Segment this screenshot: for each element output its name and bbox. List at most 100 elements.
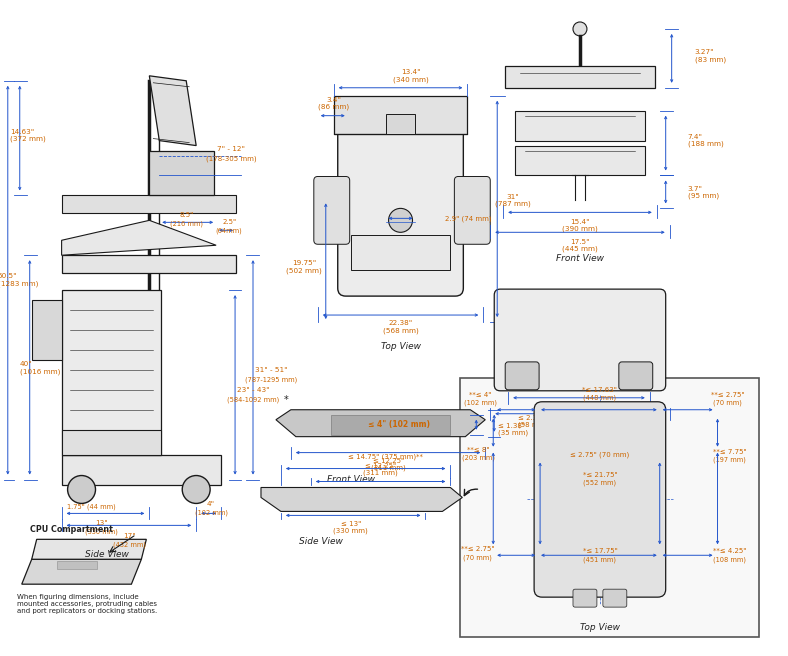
Text: 23" - 43": 23" - 43" [236, 387, 269, 393]
Text: Top View: Top View [381, 342, 421, 352]
Bar [57, 562, 96, 569]
Text: 31" - 51": 31" - 51" [255, 367, 288, 373]
Bar [61, 195, 236, 213]
Polygon shape [22, 560, 141, 584]
Bar [515, 146, 645, 176]
Text: ≤ 2.75" (70 mm): ≤ 2.75" (70 mm) [571, 451, 630, 458]
FancyBboxPatch shape [338, 126, 463, 296]
Text: (70 mm): (70 mm) [713, 400, 742, 406]
FancyBboxPatch shape [619, 362, 652, 390]
Text: (70 mm): (70 mm) [463, 554, 492, 560]
Text: When figuring dimensions, include
mounted accessories, protruding cables
and por: When figuring dimensions, include mounte… [17, 594, 157, 614]
Text: (451 mm): (451 mm) [583, 556, 616, 562]
Text: (432 mm): (432 mm) [113, 541, 146, 548]
Text: (102 mm): (102 mm) [195, 509, 228, 516]
Text: (178-305 mm): (178-305 mm) [206, 155, 256, 162]
Text: Side View: Side View [84, 550, 128, 559]
Text: 3.4"
(86 mm): 3.4" (86 mm) [318, 97, 349, 110]
Text: (330 mm): (330 mm) [85, 528, 118, 535]
Text: 31"
(787 mm): 31" (787 mm) [496, 194, 531, 207]
Text: *≤ 17.75": *≤ 17.75" [582, 548, 617, 554]
Polygon shape [150, 76, 196, 146]
Polygon shape [32, 539, 147, 560]
Text: (64mm): (64mm) [216, 227, 243, 234]
Text: (108 mm): (108 mm) [713, 556, 746, 562]
Text: (787-1295 mm): (787-1295 mm) [245, 377, 297, 383]
Text: 40"
(1016 mm): 40" (1016 mm) [20, 361, 60, 375]
Text: Front View: Front View [556, 254, 604, 262]
Text: **≤ 7.75": **≤ 7.75" [712, 449, 746, 455]
FancyBboxPatch shape [534, 401, 666, 597]
Text: 17.5"
(445 mm): 17.5" (445 mm) [562, 239, 598, 252]
Bar [61, 430, 162, 455]
Text: 7" - 12": 7" - 12" [217, 146, 245, 152]
Polygon shape [261, 487, 463, 512]
Bar [351, 236, 451, 270]
Text: 22.38"
(568 mm): 22.38" (568 mm) [383, 320, 418, 334]
Bar [150, 151, 214, 195]
Text: 50.5"
(1283 mm): 50.5" (1283 mm) [0, 274, 38, 287]
FancyBboxPatch shape [494, 289, 666, 391]
Text: **≤ 2.75": **≤ 2.75" [711, 392, 744, 398]
Circle shape [573, 22, 587, 36]
Text: 17": 17" [123, 533, 136, 539]
Text: ≤ 1.38"
(35 mm): ≤ 1.38" (35 mm) [498, 423, 528, 436]
Text: ≤ 12.25"
(311 mm): ≤ 12.25" (311 mm) [371, 458, 406, 471]
Bar [334, 96, 467, 134]
Text: 1.75" (44 mm): 1.75" (44 mm) [67, 503, 116, 510]
Text: 15.4"
(390 mm): 15.4" (390 mm) [562, 218, 598, 232]
Text: **≤ 4": **≤ 4" [469, 392, 492, 398]
Text: ≤ 12.25"
(311 mm): ≤ 12.25" (311 mm) [363, 462, 398, 476]
Text: Front View: Front View [327, 475, 375, 484]
Text: ≤ 13"
(330 mm): ≤ 13" (330 mm) [333, 521, 368, 534]
Bar [61, 455, 221, 485]
Text: *≤ 21.75": *≤ 21.75" [582, 472, 617, 478]
Text: 14.63"
(372 mm): 14.63" (372 mm) [9, 129, 46, 142]
Text: 7.4"
(188 mm): 7.4" (188 mm) [688, 134, 723, 148]
Text: (216 mm): (216 mm) [169, 220, 203, 226]
Text: 8.5": 8.5" [179, 213, 193, 218]
Text: 3.27"
(83 mm): 3.27" (83 mm) [694, 49, 726, 62]
Bar [61, 255, 236, 273]
Text: **≤ 8": **≤ 8" [467, 447, 489, 453]
Text: 15.5"
(394 mm): 15.5" (394 mm) [582, 403, 618, 417]
Bar [385, 113, 415, 134]
Text: (584-1092 mm): (584-1092 mm) [227, 396, 279, 403]
Text: **≤ 2.75": **≤ 2.75" [460, 546, 494, 552]
Circle shape [182, 476, 210, 503]
Text: *: * [284, 395, 288, 405]
Circle shape [68, 476, 95, 503]
Text: 13.4"
(340 mm): 13.4" (340 mm) [392, 69, 429, 83]
Text: (102 mm): (102 mm) [464, 400, 496, 406]
Text: 2.9" (74 mm): 2.9" (74 mm) [445, 215, 492, 222]
Text: (197 mm): (197 mm) [713, 457, 746, 463]
Text: **≤ 4.25": **≤ 4.25" [713, 548, 746, 554]
Polygon shape [276, 410, 485, 437]
Text: (552 mm): (552 mm) [583, 480, 616, 485]
Text: Side View: Side View [299, 537, 343, 546]
FancyBboxPatch shape [505, 362, 539, 390]
Text: ≤ 4" (102 mm): ≤ 4" (102 mm) [367, 420, 429, 429]
FancyBboxPatch shape [455, 176, 490, 244]
Bar [515, 111, 645, 140]
Text: ≤ 14.75" (375 mm)**: ≤ 14.75" (375 mm)** [348, 453, 423, 460]
FancyBboxPatch shape [573, 589, 597, 607]
Bar [331, 415, 451, 435]
FancyBboxPatch shape [314, 176, 350, 244]
Bar [505, 66, 655, 88]
Text: *≤ 17.63": *≤ 17.63" [582, 387, 617, 393]
Text: Top View: Top View [580, 623, 620, 632]
Polygon shape [61, 220, 216, 255]
Text: ≤ 2.3"
(58 mm): ≤ 2.3" (58 mm) [519, 415, 548, 428]
Text: CPU Compartment: CPU Compartment [30, 525, 113, 534]
Text: 4": 4" [207, 501, 215, 508]
Bar [32, 300, 61, 360]
Text: 18.3"
(465 mm): 18.3" (465 mm) [582, 419, 618, 432]
Text: 13": 13" [95, 520, 108, 526]
Text: 2.5": 2.5" [222, 219, 236, 226]
Text: (203 mm): (203 mm) [462, 455, 495, 461]
Bar [460, 378, 760, 637]
Text: 3.7"
(95 mm): 3.7" (95 mm) [688, 186, 719, 199]
Text: (448 mm): (448 mm) [583, 394, 616, 401]
Circle shape [388, 209, 412, 232]
